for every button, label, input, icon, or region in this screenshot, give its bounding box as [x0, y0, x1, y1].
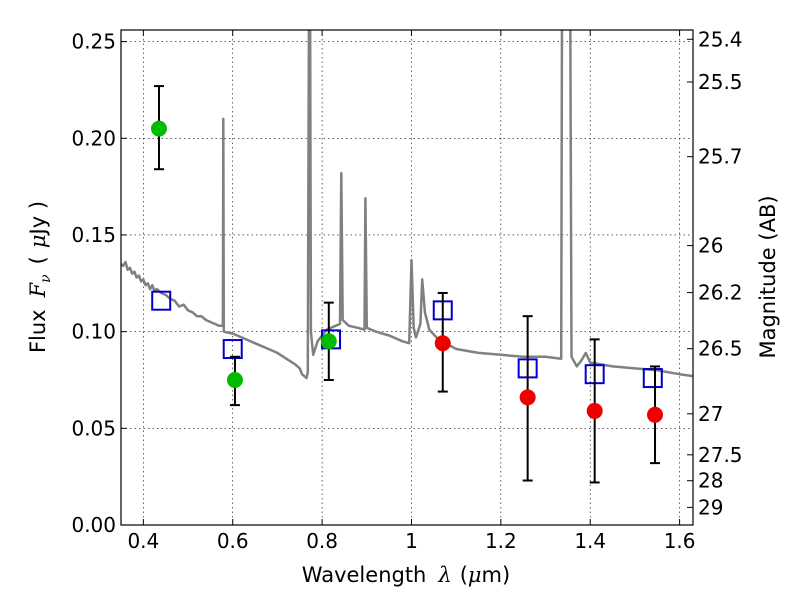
y2-tick-label: 25.7	[698, 145, 743, 169]
y-axis-label-sub: ν	[38, 274, 54, 283]
x-axis-label-main: Wavelength	[302, 563, 427, 587]
y2-tick-label: 28	[698, 469, 723, 493]
observed-point	[434, 335, 451, 352]
x-tick-label: 1.4	[574, 529, 606, 553]
y2-axis-label: Magnitude (AB)	[756, 195, 780, 358]
plot-frame	[120, 29, 694, 526]
grid	[121, 30, 693, 526]
y2-tick-label: 26.2	[698, 281, 743, 305]
y-ticks: 0.00 0.05 0.10 0.15 0.20 0.25	[71, 30, 127, 537]
y-tick-label: 0.20	[71, 126, 116, 150]
y-axis-label-symbol: F	[26, 281, 50, 298]
y2-tick-label: 27.5	[698, 443, 743, 467]
x-tick-label: 0.8	[306, 529, 338, 553]
x-tick-label: 0.6	[217, 529, 249, 553]
y-tick-label: 0.10	[71, 320, 116, 344]
model-layer	[121, 30, 693, 380]
observed-point	[320, 333, 337, 350]
y-tick-label: 0.15	[71, 223, 116, 247]
x-tick-label: 1.6	[664, 529, 696, 553]
y2-tick-label: 25.5	[698, 70, 743, 94]
x-axis-label-symbol: λ	[437, 563, 451, 587]
x-axis-label-unit-rest: m)	[482, 563, 511, 587]
y2-tick-label: 26	[698, 234, 723, 258]
observed-point	[150, 120, 167, 137]
y-tick-label: 0.25	[71, 30, 116, 54]
x-axis-label: Wavelength λ (μm)	[302, 563, 510, 587]
y-axis-label: Flux Fν ( μJy )	[26, 201, 54, 353]
x-tick-label: 0.4	[127, 529, 159, 553]
y2-tick-label: 29	[698, 495, 723, 519]
y2-tick-label: 26.5	[698, 337, 743, 361]
observed-point	[647, 406, 664, 423]
y2-tick-label: 27	[698, 402, 723, 426]
y2-tick-label: 25.4	[698, 27, 743, 51]
observed-point	[586, 402, 603, 419]
model-spectrum-line	[121, 30, 693, 380]
y-tick-label: 0.05	[71, 416, 116, 440]
x-ticks: 0.4 0.6 0.8 1 1.2 1.4 1.6	[127, 30, 696, 553]
marker-layer	[150, 85, 664, 484]
y-axis-label-main: Flux	[26, 309, 50, 353]
model-photometry-square	[222, 339, 243, 360]
plot-area	[121, 30, 693, 484]
observed-point	[226, 371, 243, 388]
x-tick-label: 1	[405, 529, 418, 553]
model-photometry-square	[642, 368, 663, 389]
y-tick-label: 0.00	[71, 513, 116, 537]
observed-point	[519, 389, 536, 406]
x-tick-label: 1.2	[485, 529, 517, 553]
x-axis-label-unit-open: (	[460, 563, 468, 587]
y-axis-label-unit-rest: Jy )	[26, 201, 50, 237]
y-axis-label-unit-mu: μ	[26, 234, 50, 248]
x-axis-label-unit-mu: μ	[468, 563, 482, 587]
model-photometry-square	[151, 290, 172, 311]
y-axis-label-unit-open: (	[26, 256, 50, 264]
